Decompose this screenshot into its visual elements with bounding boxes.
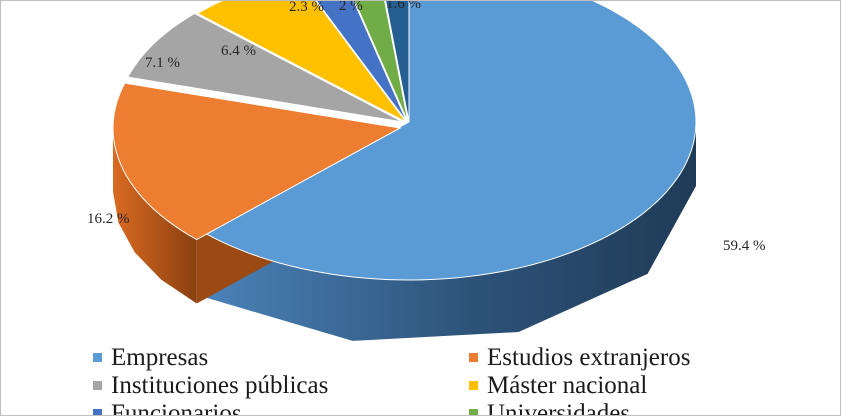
legend-label: Funcionarios	[111, 400, 242, 416]
legend-swatch	[469, 380, 478, 390]
data-label-sin-nombre: 1.6 %	[386, 1, 421, 12]
legend-label: Instituciones públicas	[111, 372, 329, 399]
pie-slice-m-ster-nacional	[196, 1, 407, 123]
data-label-m-ster-nacional: 6.4 %	[221, 43, 256, 59]
legend-label: Máster nacional	[487, 372, 648, 399]
pie-slice-estudios-extranjeros-side	[113, 128, 197, 304]
legend-label: Estudios extranjeros	[487, 344, 691, 371]
legend-label: Empresas	[111, 344, 209, 371]
legend-swatch	[93, 352, 102, 362]
pie-slice-funcionarios	[315, 1, 408, 123]
legend-item-universidades: Universidades	[469, 400, 631, 416]
pie-slice-empresas	[204, 1, 697, 281]
legend-swatch	[469, 352, 478, 362]
pie-slice-instituciones-p-blicas	[127, 12, 404, 123]
data-label-universidades: 2 %	[339, 1, 363, 14]
data-label-instituciones-p-blicas: 7.1 %	[145, 55, 180, 71]
data-label-empresas: 59.4 %	[723, 238, 766, 254]
legend-item-empresas: Empresas	[93, 344, 208, 372]
legend-item-estudios-extranjeros: Estudios extranjeros	[469, 344, 690, 372]
legend-swatch	[469, 408, 478, 415]
legend-swatch	[93, 380, 102, 390]
legend-swatch	[93, 408, 102, 415]
pie-slice-empresas-side	[205, 122, 697, 341]
data-label-estudios-extranjeros: 16.2 %	[87, 211, 130, 227]
legend-item-master-nacional: Máster nacional	[469, 372, 647, 400]
pie-slice-universidades	[354, 1, 409, 123]
legend-item-instituciones-publicas: Instituciones públicas	[93, 372, 328, 400]
pie-slice-sin-nombre	[385, 1, 410, 123]
legend-label: Universidades	[487, 400, 631, 416]
pie-slice-estudios-extranjeros	[112, 82, 402, 241]
data-label-funcionarios: 2.3 %	[289, 1, 324, 15]
legend-item-funcionarios: Funcionarios	[93, 400, 242, 416]
